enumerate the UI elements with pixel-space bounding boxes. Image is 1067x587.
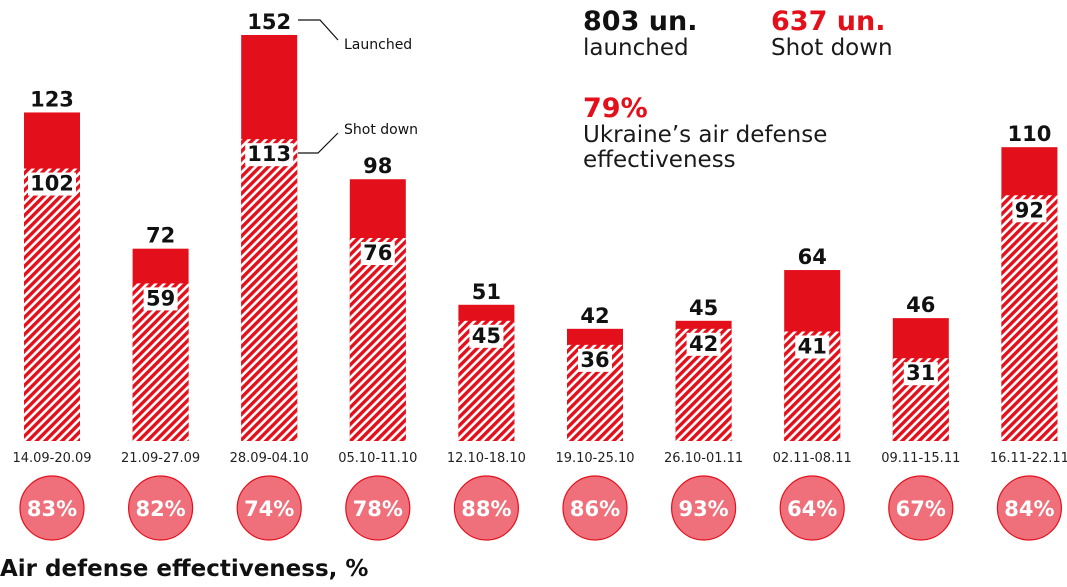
average-effectiveness: 79% Ukraine’s air defense effectiveness — [583, 95, 827, 172]
label-launched: 64 — [798, 245, 827, 269]
label-shot-down-bg — [245, 143, 294, 167]
effectiveness-label: 84% — [1004, 497, 1054, 521]
label-shot-down: 45 — [472, 324, 501, 348]
label-shot-down-bg — [578, 348, 612, 372]
effectiveness-circle — [562, 475, 628, 541]
effectiveness-label: 88% — [461, 497, 511, 521]
label-shot-down: 76 — [363, 241, 392, 265]
total-launched-label: launched — [583, 35, 689, 61]
effectiveness-label: 83% — [27, 497, 77, 521]
label-launched: 152 — [247, 10, 291, 34]
effectiveness-label: 82% — [135, 497, 185, 521]
tick-label: 12.10-18.10 — [447, 451, 526, 466]
label-launched: 72 — [146, 224, 175, 248]
annotation-shot-down: Shot down — [344, 122, 418, 138]
effectiveness-label: 78% — [353, 497, 403, 521]
tick-label: 05.10-11.10 — [338, 451, 417, 466]
label-shot-down: 102 — [30, 172, 74, 196]
effectiveness-label: 93% — [678, 497, 728, 521]
label-launched: 46 — [906, 293, 935, 317]
label-launched: 42 — [580, 304, 609, 328]
effectiveness-label: 86% — [570, 497, 620, 521]
tick-label: 16.11-22.11 — [990, 451, 1067, 466]
label-launched: 45 — [689, 296, 718, 320]
average-effectiveness-label-2: effectiveness — [583, 147, 736, 173]
label-shot-down-bg — [686, 332, 721, 356]
label-launched: 98 — [363, 154, 392, 178]
label-shot-down: 42 — [689, 332, 718, 356]
effectiveness-circle — [779, 475, 845, 541]
effectiveness-label: 67% — [896, 497, 946, 521]
label-shot-down: 36 — [580, 348, 609, 372]
effectiveness-circle — [453, 475, 519, 541]
label-shot-down: 92 — [1015, 198, 1044, 222]
total-launched: 803 un. launched — [583, 8, 697, 60]
total-shot-down: 637 un. Shot down — [771, 8, 893, 60]
bar-shot-down — [1001, 195, 1058, 441]
annotations: Launched Shot down — [298, 19, 418, 154]
total-shot-value: 637 un. — [771, 6, 886, 37]
tick-label: 14.09-20.09 — [12, 451, 91, 466]
tick-label: 02.11-08.11 — [773, 451, 852, 466]
label-shot-down-bg — [28, 172, 76, 196]
effectiveness-circle — [128, 475, 194, 541]
effectiveness-circle — [345, 475, 411, 541]
tick-label: 28.09-04.10 — [230, 451, 309, 466]
label-shot-down: 59 — [146, 286, 175, 310]
annotation-leader-shot — [298, 132, 339, 154]
bar-shot-down — [349, 238, 406, 441]
effectiveness-label: 74% — [244, 497, 294, 521]
label-launched: 51 — [472, 280, 501, 304]
bar-shot-down — [24, 168, 80, 442]
annotation-launched: Launched — [344, 37, 412, 53]
bar-shot-down — [241, 139, 298, 441]
label-launched: 110 — [1007, 122, 1051, 146]
label-shot-down-bg — [469, 324, 504, 348]
label-shot-down-bg — [143, 287, 178, 311]
effectiveness-circle — [670, 475, 737, 541]
average-effectiveness-value: 79% — [583, 93, 648, 124]
label-shot-down-bg — [360, 242, 395, 265]
label-shot-down: 113 — [247, 142, 291, 166]
label-shot-down: 41 — [798, 334, 827, 358]
label-shot-down-bg — [1012, 199, 1047, 223]
footer-title: Air defense effectiveness, % — [0, 556, 369, 582]
label-shot-down-bg — [795, 335, 830, 359]
tick-label: 26.10-01.11 — [664, 451, 743, 466]
total-shot-label: Shot down — [771, 35, 893, 61]
effectiveness-circle — [236, 475, 302, 541]
effectiveness-label: 64% — [787, 497, 837, 521]
effectiveness-circle — [888, 475, 954, 541]
label-launched: 123 — [30, 87, 74, 111]
tick-label: 21.09-27.09 — [121, 451, 200, 466]
tick-label: 09.11-15.11 — [881, 451, 960, 466]
effectiveness-circle — [19, 475, 85, 541]
annotation-leader-launched — [298, 19, 339, 41]
effectiveness-circle — [996, 475, 1063, 541]
label-shot-down-bg — [903, 362, 938, 386]
total-launched-value: 803 un. — [583, 6, 698, 37]
tick-label: 19.10-25.10 — [555, 451, 634, 466]
label-shot-down: 31 — [906, 361, 935, 385]
average-effectiveness-label-1: Ukraine’s air defense — [583, 122, 828, 148]
